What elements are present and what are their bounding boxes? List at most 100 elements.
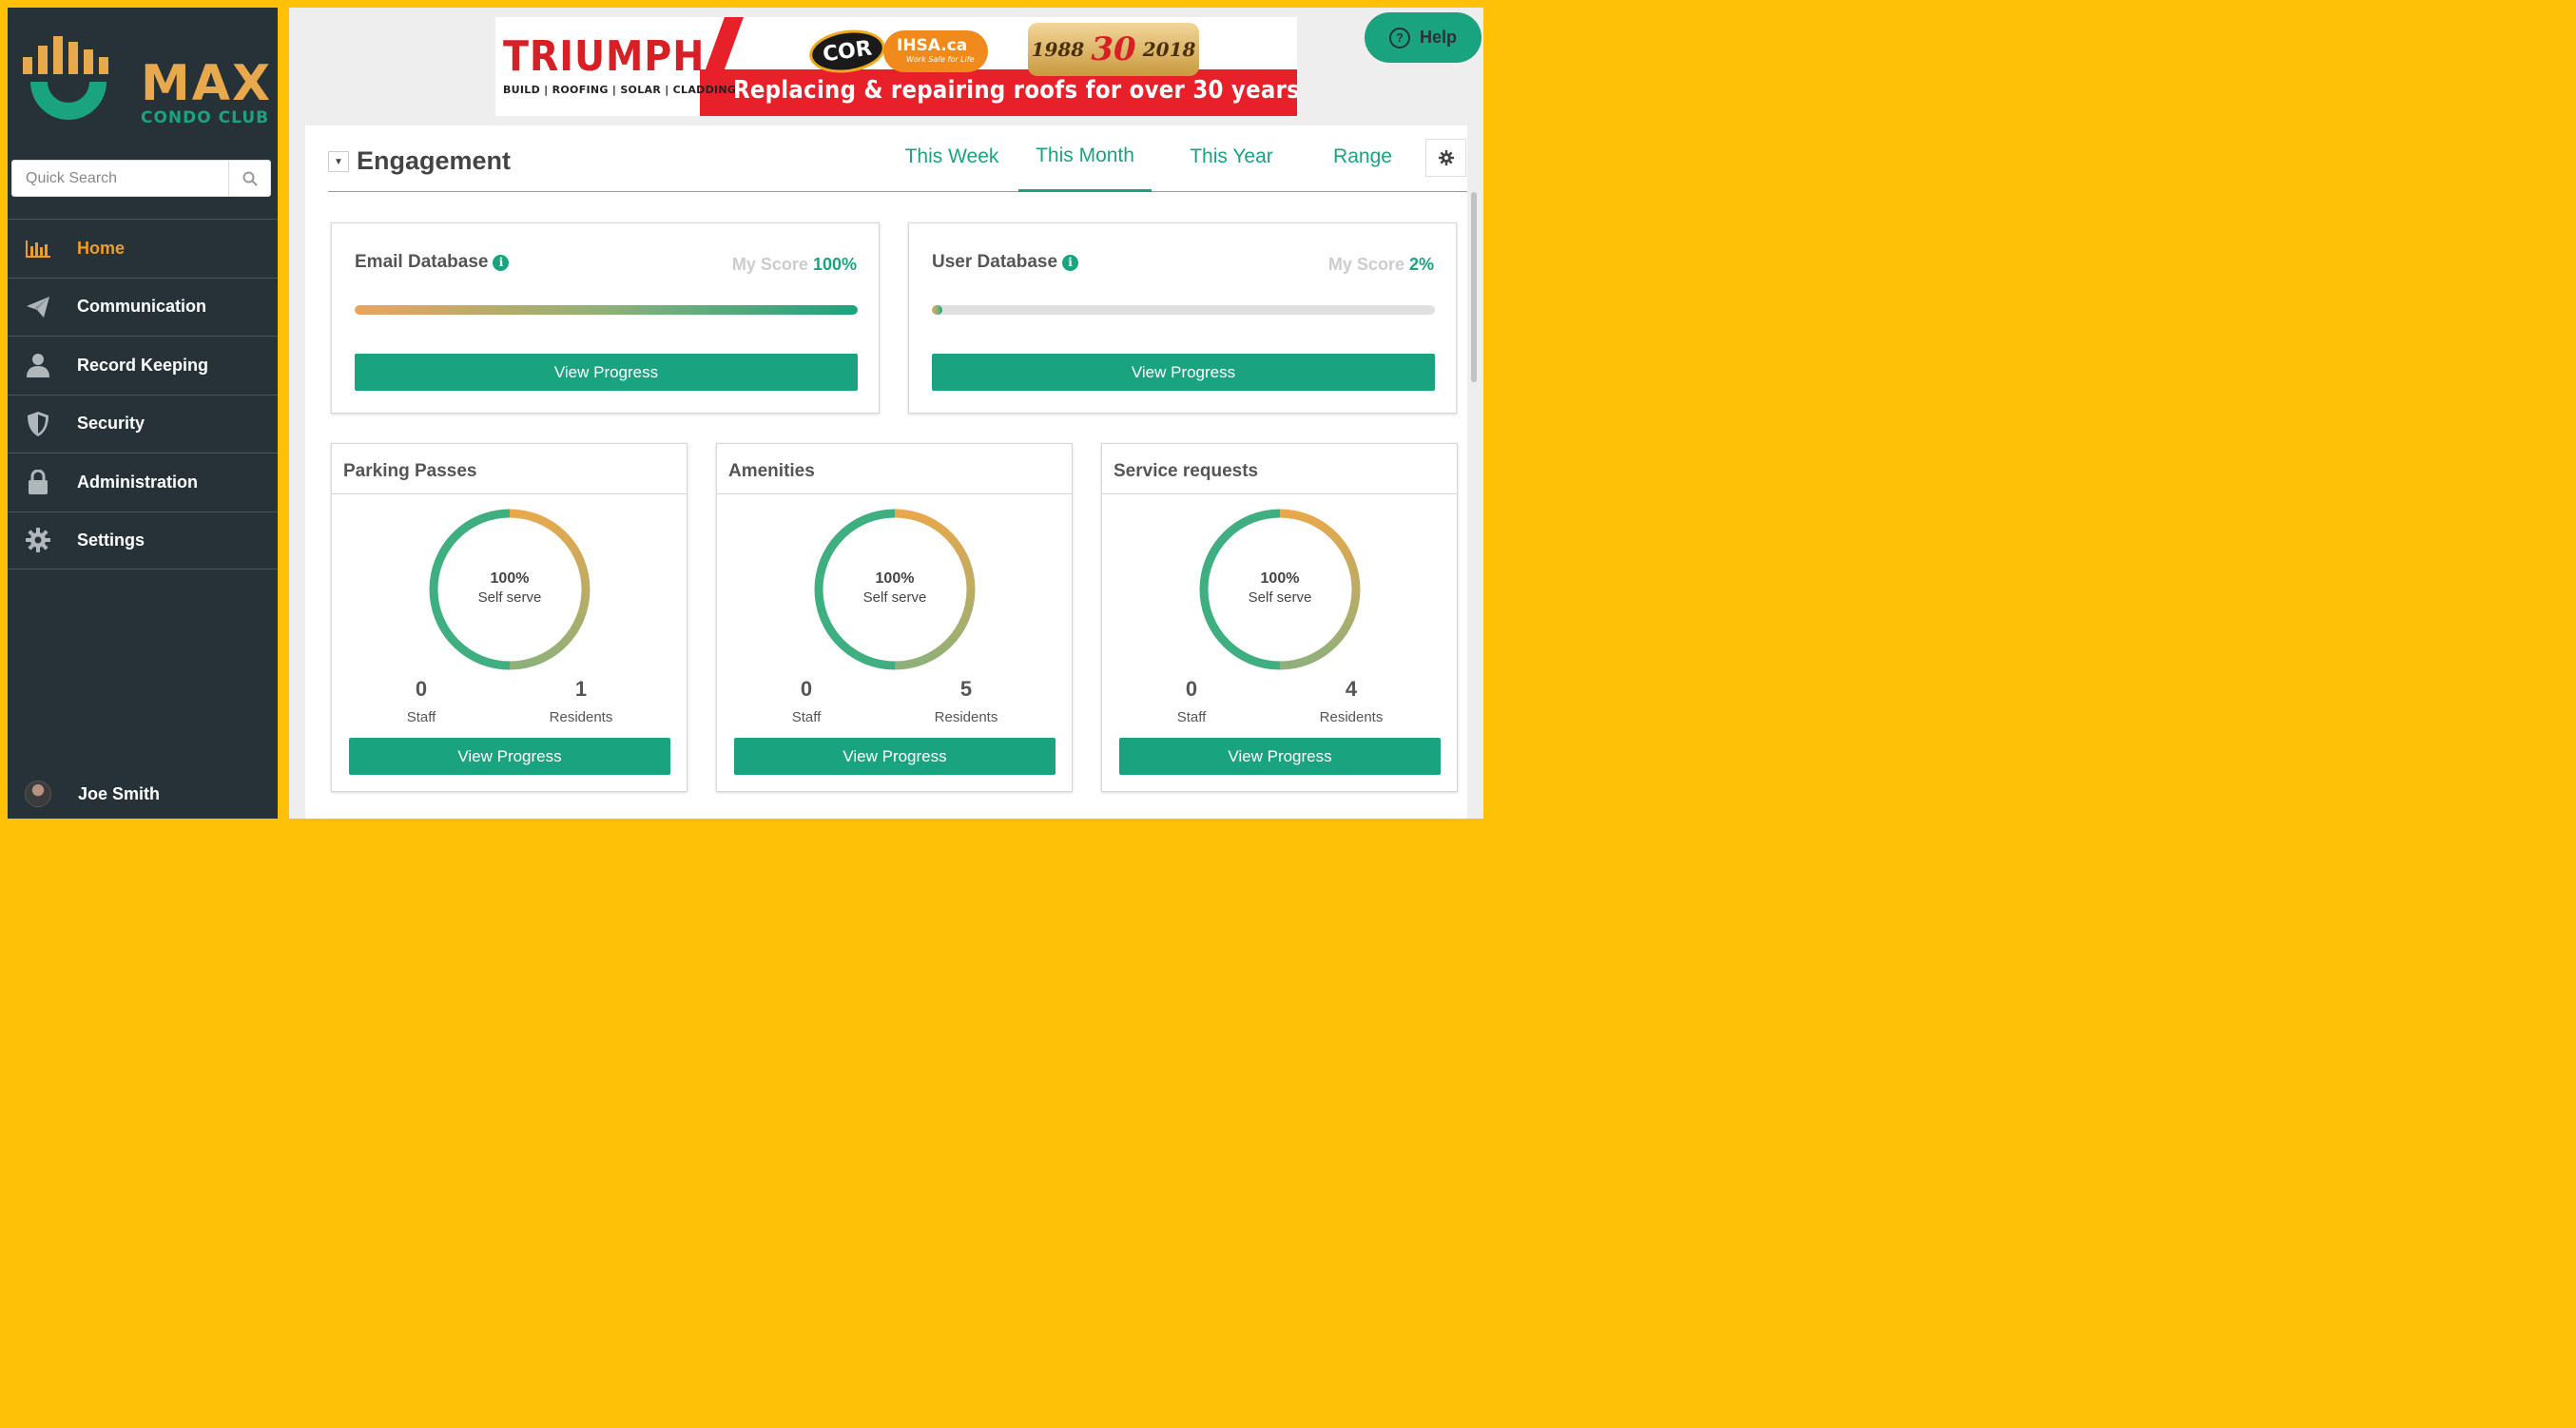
view-progress-button[interactable]: View Progress — [355, 354, 858, 391]
card-title: Email Database i — [355, 252, 510, 273]
help-button[interactable]: ? Help — [1365, 12, 1482, 63]
user-icon — [25, 352, 51, 378]
residents-stat: 4 Residents — [1294, 677, 1408, 725]
info-icon[interactable]: i — [1062, 254, 1079, 271]
engagement-header: ▼ Engagement This Week This Month This Y… — [328, 125, 1467, 192]
view-progress-button[interactable]: View Progress — [734, 738, 1056, 775]
logo[interactable]: MAX CONDO CLUB — [21, 32, 270, 137]
staff-count: 0 — [800, 677, 813, 701]
avatar — [25, 781, 51, 807]
card-title: Parking Passes — [332, 444, 687, 494]
sidebar-item-settings[interactable]: Settings — [8, 511, 278, 569]
card-title-text: User Database — [932, 252, 1058, 272]
residents-count: 1 — [574, 677, 588, 701]
donut-label: 100% Self serve — [426, 570, 593, 606]
sidebar-item-communication[interactable]: Communication — [8, 277, 278, 337]
self-serve-label: Self serve — [862, 589, 927, 606]
donut-chart — [814, 509, 976, 670]
question-icon: ? — [1388, 27, 1410, 48]
tab-this-month[interactable]: This Month — [1018, 125, 1152, 192]
residents-count: 5 — [959, 677, 973, 701]
sidebar-item-label: Record Keeping — [77, 355, 209, 375]
progress-bar — [932, 305, 1435, 315]
sidebar-item-label: Settings — [77, 530, 145, 550]
residents-label: Residents — [934, 709, 998, 725]
amenities-card: Amenities 100% Self serve 0 Staff 5 Resi… — [716, 443, 1073, 792]
donut-label: 100% Self serve — [811, 570, 978, 606]
card-title: Service requests — [1102, 444, 1457, 494]
donut-label: 100% Self serve — [1196, 570, 1364, 606]
staff-label: Staff — [791, 709, 822, 725]
banner-services: BUILD | ROOFING | SOLAR | CLADDING — [503, 84, 737, 96]
score-label: My Score — [1327, 255, 1404, 274]
banner-brand: TRIUMPH — [503, 32, 706, 81]
shield-icon — [25, 411, 51, 437]
my-score: My Score 2% — [1328, 255, 1434, 275]
view-progress-button[interactable]: View Progress — [1119, 738, 1441, 775]
staff-label: Staff — [406, 709, 436, 725]
sidebar-item-label: Administration — [77, 472, 199, 492]
sidebar-item-label: Security — [77, 414, 145, 434]
staff-count: 0 — [1185, 677, 1198, 701]
parking-passes-card: Parking Passes 100% Self serve 0 Staff 1… — [331, 443, 688, 792]
self-serve-percent: 100% — [875, 570, 915, 587]
sidebar-item-administration[interactable]: Administration — [8, 453, 278, 511]
staff-count: 0 — [415, 677, 428, 701]
banner-red-band — [700, 69, 1297, 116]
search-input[interactable] — [12, 161, 229, 196]
view-progress-button[interactable]: View Progress — [932, 354, 1435, 391]
residents-label: Residents — [1319, 709, 1384, 725]
quick-search — [11, 160, 271, 197]
card-title-text: Email Database — [355, 252, 489, 272]
email-database-card: Email Database i My Score 100% View Prog… — [331, 222, 880, 414]
page-title: Engagement — [357, 146, 512, 175]
residents-count: 4 — [1345, 677, 1358, 701]
progress-bar — [355, 305, 858, 315]
logo-mark-icon — [23, 36, 108, 120]
staff-stat: 0 Staff — [749, 677, 863, 725]
search-button[interactable] — [229, 161, 270, 196]
progress-fill — [355, 305, 858, 315]
sidebar-item-record-keeping[interactable]: Record Keeping — [8, 336, 278, 395]
card-title: Amenities — [717, 444, 1072, 494]
my-score: My Score 100% — [732, 255, 857, 275]
staff-stat: 0 Staff — [1134, 677, 1249, 725]
view-progress-button[interactable]: View Progress — [349, 738, 670, 775]
brand-name: MAX — [141, 55, 273, 112]
scrollbar[interactable] — [1471, 192, 1477, 382]
score-value: 2% — [1408, 255, 1434, 274]
anniversary-badge: 1988 30 2018 — [1028, 23, 1199, 76]
user-menu[interactable]: Joe Smith — [25, 775, 160, 813]
residents-stat: 5 Residents — [909, 677, 1023, 725]
score-label: My Score — [731, 255, 808, 274]
caret-down-icon: ▼ — [334, 156, 343, 167]
paper-plane-icon — [25, 294, 51, 320]
help-label: Help — [1419, 28, 1457, 47]
bar-chart-icon — [25, 235, 51, 261]
settings-button[interactable] — [1425, 139, 1466, 177]
sidebar-nav: Home Communication Record Keeping Securi… — [8, 219, 278, 569]
sidebar-item-home[interactable]: Home — [8, 219, 278, 278]
tab-this-year[interactable]: This Year — [1190, 145, 1273, 167]
banner-tagline: Replacing & repairing roofs for over 30 … — [733, 76, 1297, 105]
info-icon[interactable]: i — [493, 254, 510, 271]
tab-range[interactable]: Range — [1333, 145, 1392, 167]
year-end: 2018 — [1142, 38, 1196, 61]
period-tabs: This Week This Month This Year Range — [885, 125, 1414, 192]
gear-icon — [25, 527, 51, 553]
self-serve-label: Self serve — [477, 589, 542, 606]
score-value: 100% — [812, 255, 857, 274]
years-count: 30 — [1091, 30, 1136, 68]
self-serve-percent: 100% — [1260, 570, 1300, 587]
gear-icon — [1438, 150, 1454, 165]
sidebar-item-label: Home — [77, 238, 126, 258]
banner-slash — [704, 17, 744, 74]
progress-fill — [932, 305, 942, 315]
ihsa-badge: IHSA.ca Work Safe for Life — [883, 30, 988, 72]
collapse-toggle[interactable]: ▼ — [328, 151, 349, 172]
sidebar-item-security[interactable]: Security — [8, 394, 278, 453]
sidebar-item-label: Communication — [77, 297, 207, 317]
ad-banner[interactable]: TRIUMPH BUILD | ROOFING | SOLAR | CLADDI… — [495, 17, 1297, 116]
tab-this-week[interactable]: This Week — [904, 145, 999, 167]
residents-label: Residents — [549, 709, 613, 725]
